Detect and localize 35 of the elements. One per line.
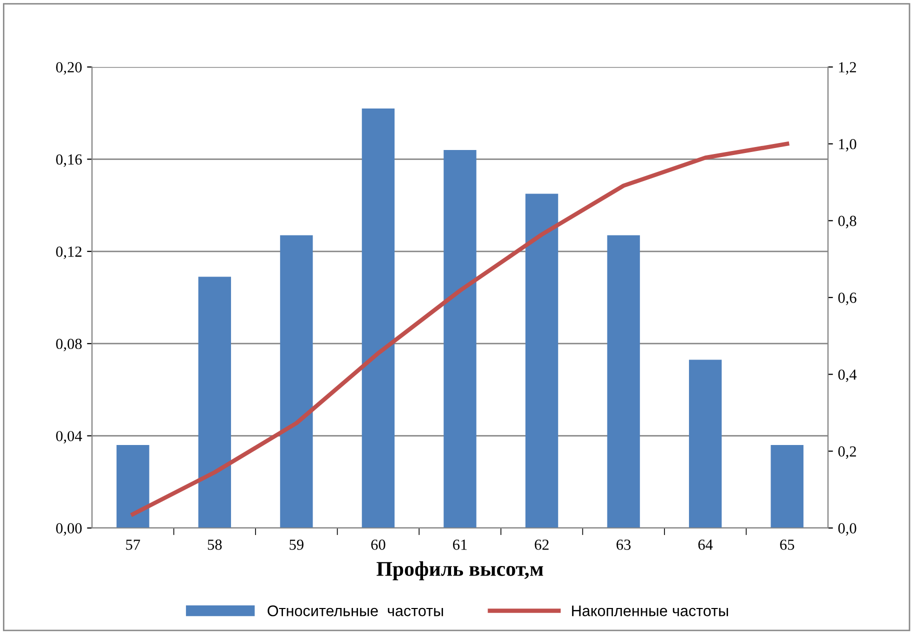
y-tick-label: 0,00 — [56, 523, 82, 536]
bar — [770, 445, 804, 528]
y-tick-label: 0,16 — [56, 154, 82, 167]
x-tick-label: 60 — [371, 540, 386, 550]
line-series — [130, 142, 790, 516]
legend-label: Относительные частоты — [268, 605, 443, 616]
bar — [688, 360, 722, 528]
bar — [362, 108, 395, 528]
y-tick-label: 0,12 — [56, 246, 82, 260]
x-tick-label: 57 — [126, 540, 140, 550]
y2-tick-label: 0,0 — [838, 523, 856, 536]
bar — [198, 276, 232, 528]
x-tick-label: 65 — [780, 540, 794, 550]
bar — [116, 445, 150, 528]
y2-tick-label: 0,4 — [838, 369, 857, 382]
y2-tick-label: 0,6 — [838, 292, 856, 306]
bar — [444, 150, 476, 528]
x-tick-label: 58 — [208, 540, 222, 550]
bar — [525, 194, 558, 528]
x-tick-label: 62 — [534, 540, 549, 550]
x-tick-label: 61 — [453, 540, 467, 550]
y2-tick-label: 1,0 — [839, 138, 856, 152]
bar — [280, 235, 313, 528]
y2-tick-label: 0,2 — [838, 446, 856, 459]
x-tick-label: 63 — [616, 540, 631, 550]
x-tick-label: 59 — [290, 540, 304, 550]
x-tick-label: 64 — [698, 540, 713, 550]
legend-label: Накопленные частоты — [572, 606, 728, 616]
bar — [607, 235, 640, 528]
y-tick-label: 0,08 — [56, 338, 82, 352]
x-axis-title: Профиль высот,м — [376, 561, 544, 580]
y-tick-label: 0,20 — [56, 62, 82, 75]
y2-tick-label: 1,2 — [839, 62, 856, 75]
y-tick-label: 0,04 — [56, 430, 82, 444]
y2-tick-label: 0,8 — [838, 216, 856, 228]
